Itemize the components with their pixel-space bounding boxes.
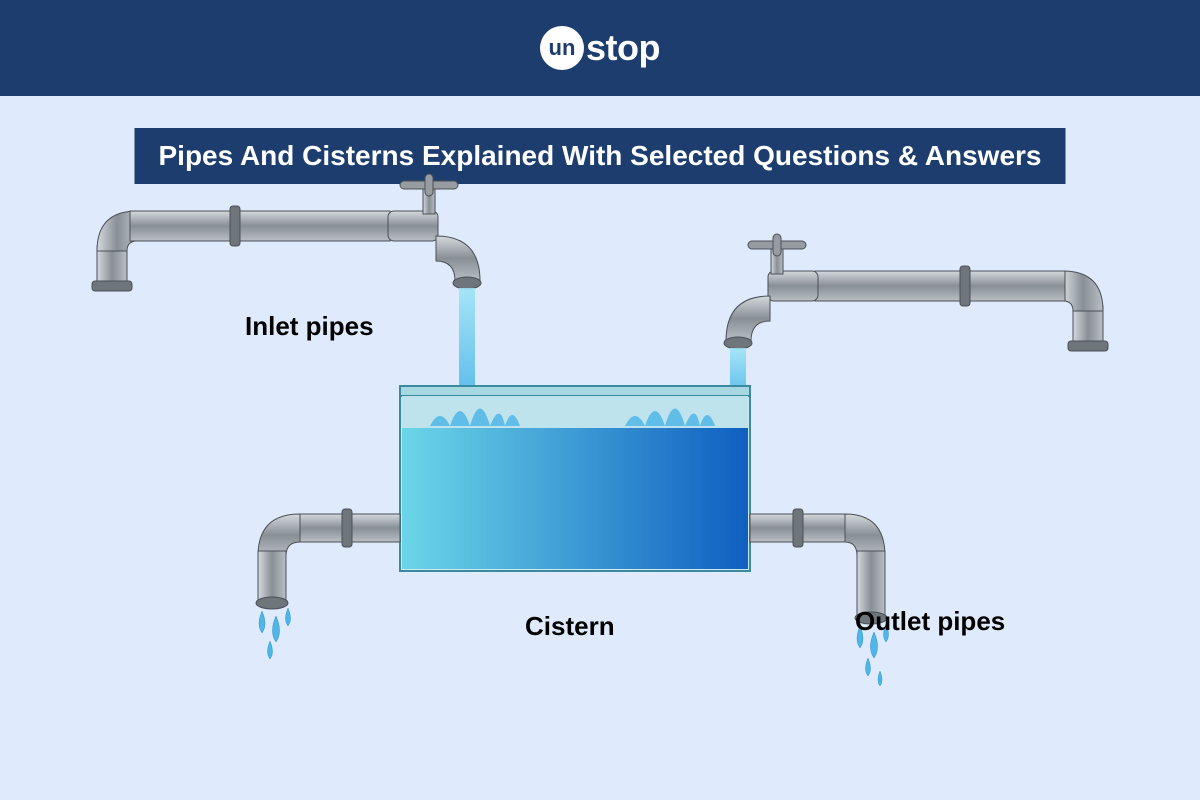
logo-rest-text: stop [586,27,660,69]
drips-left [259,608,291,659]
logo-circle-text: un [549,35,576,61]
cistern [400,386,750,571]
water-stream-left [459,288,475,396]
brand-logo: un stop [540,26,660,70]
label-cistern: Cistern [525,611,615,642]
tap-left [388,174,481,289]
outlet-pipe-right [750,509,889,686]
logo-circle: un [540,26,584,70]
label-inlet: Inlet pipes [245,311,374,342]
diagram-canvas: Pipes And Cisterns Explained With Select… [0,96,1200,800]
header-bar: un stop [0,0,1200,96]
pipes-cistern-diagram [0,96,1200,800]
tap-right [724,234,818,349]
inlet-pipe-left [92,174,481,396]
inlet-pipe-right [724,234,1108,398]
outlet-pipe-left [256,509,400,659]
label-outlet: Outlet pipes [855,606,1005,637]
